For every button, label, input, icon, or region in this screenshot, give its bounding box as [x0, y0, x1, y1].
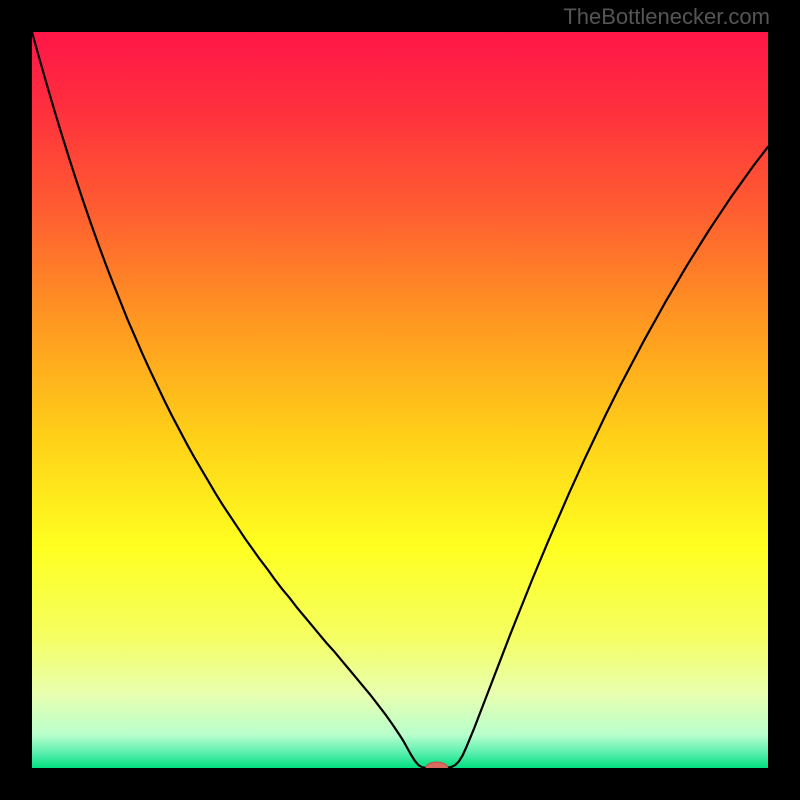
attribution-text: TheBottlenecker.com [563, 4, 770, 30]
plot-svg [32, 32, 768, 768]
plot-area [32, 32, 768, 768]
plot-background [32, 32, 768, 768]
chart-container: TheBottlenecker.com [0, 0, 800, 800]
